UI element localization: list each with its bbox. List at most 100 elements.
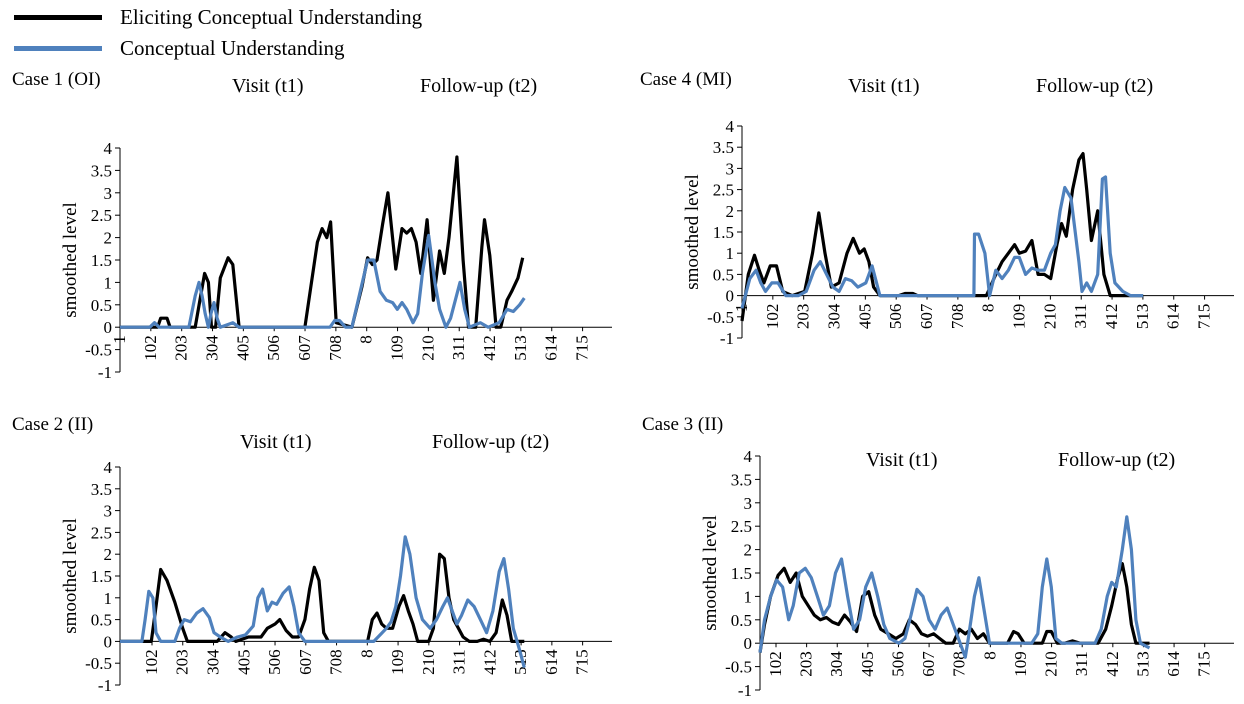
y-tick-label: 2 bbox=[104, 229, 113, 248]
y-tick-label: 2.5 bbox=[91, 523, 112, 542]
x-tick-label: 210 bbox=[419, 649, 438, 675]
y-tick-label: 2 bbox=[726, 202, 735, 221]
x-tick-label: 304 bbox=[827, 651, 846, 677]
section-label: Follow-up (t2) bbox=[1036, 75, 1153, 97]
y-tick-label: 1.5 bbox=[731, 564, 752, 583]
x-tick-label: 311 bbox=[450, 649, 469, 674]
series-line-eliciting bbox=[120, 552, 525, 643]
x-tick-label: 109 bbox=[388, 335, 407, 361]
x-tick-label: 607 bbox=[296, 649, 315, 675]
x-tick-label: 715 bbox=[573, 649, 592, 675]
chart-case-4: Case 4 (MI) Visit (t1) Follow-up (t2) -1 -0.… bbox=[640, 69, 1234, 348]
y-tick-label: 0 bbox=[744, 634, 753, 653]
y-tick-label: 0.5 bbox=[713, 265, 734, 284]
y-tick-label: 4 bbox=[726, 117, 735, 136]
y-tick-label: 3.5 bbox=[713, 138, 734, 157]
legend-item-conceptual: Conceptual Understanding bbox=[14, 34, 345, 62]
x-tick-label: 210 bbox=[1042, 651, 1061, 677]
section-label: Follow-up (t2) bbox=[420, 75, 537, 97]
y-tick-label: 0 bbox=[104, 318, 113, 337]
y-tick-label: 3 bbox=[744, 494, 753, 513]
x-tick-label: 708 bbox=[327, 649, 346, 675]
y-tick-label: 4 bbox=[744, 447, 753, 466]
x-tick-label: 8 bbox=[979, 304, 998, 313]
section-label: Visit (t1) bbox=[848, 75, 920, 97]
x-tick-label: 102 bbox=[142, 649, 161, 675]
series-line-eliciting bbox=[758, 562, 1150, 653]
x-tick-label: 614 bbox=[1164, 303, 1183, 329]
x-tick-label: 405 bbox=[234, 649, 253, 675]
y-tick-label: -1 bbox=[720, 329, 734, 348]
chart-title: Case 1 (OI) bbox=[12, 69, 101, 90]
y-tick-label: 0 bbox=[726, 287, 735, 306]
chart-case-3: Case 3 (II) Visit (t1) Follow-up (t2) -1 -0.… bbox=[642, 414, 1234, 700]
x-tick-label: 708 bbox=[948, 304, 967, 330]
section-label: Visit (t1) bbox=[866, 449, 938, 471]
x-tick-label: 8 bbox=[980, 651, 999, 660]
y-tick-label: -0.5 bbox=[85, 341, 112, 360]
section-label: Visit (t1) bbox=[240, 431, 312, 453]
y-tick-label: -1 bbox=[98, 676, 112, 695]
x-tick-label: 102 bbox=[141, 335, 160, 361]
x-tick-label: 109 bbox=[1011, 651, 1030, 677]
y-tick-label: 1 bbox=[104, 589, 113, 608]
x-tick-label: 715 bbox=[573, 335, 592, 361]
x-tick-label: 8 bbox=[357, 649, 376, 658]
y-tick-label: 2 bbox=[104, 545, 113, 564]
y-tick-label: -1 bbox=[98, 363, 112, 382]
x-tick-label: 210 bbox=[418, 335, 437, 361]
y-tick-label: -1 bbox=[738, 681, 752, 700]
x-tick-label: 607 bbox=[919, 651, 938, 677]
chart-case-1: Case 1 (OI) Visit (t1) Follow-up (t2) -1 -0.… bbox=[12, 69, 612, 382]
x-tick-label: 311 bbox=[1072, 651, 1091, 676]
y-tick-label: 3.5 bbox=[91, 161, 112, 180]
y-tick-label: 1 bbox=[104, 273, 113, 292]
section-label: Follow-up (t2) bbox=[1058, 449, 1175, 471]
x-tick-label: 405 bbox=[855, 304, 874, 330]
x-tick-label: 1 bbox=[110, 335, 129, 344]
y-tick-label: 3 bbox=[104, 502, 113, 521]
chart-title: Case 3 (II) bbox=[642, 414, 723, 435]
x-tick-label: 506 bbox=[888, 651, 907, 677]
x-tick-label: 304 bbox=[825, 303, 844, 329]
x-tick-label: 8 bbox=[357, 335, 376, 344]
x-tick-label: 210 bbox=[1040, 304, 1059, 330]
x-tick-label: 513 bbox=[1133, 304, 1152, 330]
series-line-eliciting bbox=[120, 155, 525, 329]
x-tick-label: 102 bbox=[766, 651, 785, 677]
x-tick-label: 109 bbox=[388, 649, 407, 675]
y-tick-label: 1.5 bbox=[91, 251, 112, 270]
y-tick-label: 2.5 bbox=[91, 206, 112, 225]
y-tick-label: 3 bbox=[104, 184, 113, 203]
x-tick-label: 513 bbox=[511, 649, 530, 675]
x-tick-label: 614 bbox=[542, 649, 561, 675]
x-tick-label: 311 bbox=[1071, 304, 1090, 329]
y-tick-label: 2 bbox=[744, 541, 753, 560]
x-tick-label: 506 bbox=[264, 335, 283, 361]
legend-label-conceptual: Conceptual Understanding bbox=[120, 35, 345, 60]
y-axis-title: smoothed level bbox=[60, 518, 81, 634]
legend-swatch-conceptual bbox=[14, 45, 102, 51]
x-tick-label: 203 bbox=[172, 335, 191, 361]
x-tick-label: 506 bbox=[886, 304, 905, 330]
x-tick-label: 304 bbox=[203, 335, 222, 361]
y-tick-label: 1 bbox=[744, 587, 753, 606]
x-tick-label: 513 bbox=[1133, 651, 1152, 677]
y-tick-label: 2.5 bbox=[731, 517, 752, 536]
legend-label-eliciting: Eliciting Conceptual Understanding bbox=[120, 4, 423, 29]
y-tick-label: 3 bbox=[726, 159, 735, 178]
series-line-conceptual bbox=[120, 233, 526, 329]
legend-item-eliciting: Eliciting Conceptual Understanding bbox=[14, 3, 422, 31]
y-tick-label: -0.5 bbox=[707, 308, 734, 327]
y-axis-title: smoothed level bbox=[682, 174, 703, 290]
y-tick-label: 1.5 bbox=[713, 223, 734, 242]
series-line-conceptual bbox=[740, 175, 1144, 309]
y-axis-title: smoothed level bbox=[60, 202, 81, 318]
x-tick-label: 412 bbox=[1102, 304, 1121, 330]
x-tick-label: 405 bbox=[858, 651, 877, 677]
y-tick-label: 0.5 bbox=[731, 611, 752, 630]
y-tick-label: 4 bbox=[104, 458, 113, 477]
y-tick-label: 0.5 bbox=[91, 611, 112, 630]
x-tick-label: 715 bbox=[1195, 651, 1214, 677]
x-tick-label: 203 bbox=[173, 649, 192, 675]
